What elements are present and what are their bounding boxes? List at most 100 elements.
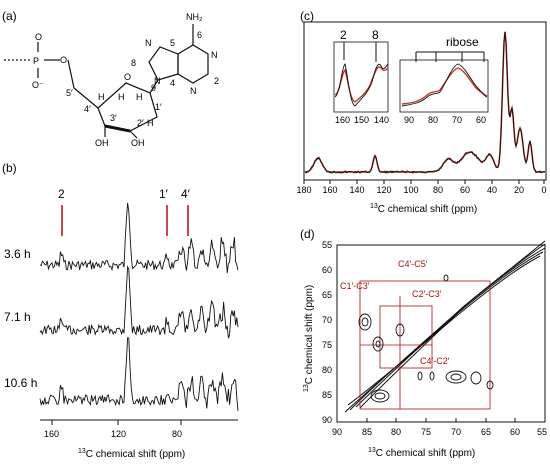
marker-4p-label: 4′ — [181, 187, 191, 201]
experimental-trace — [304, 31, 546, 175]
panel-c-tick-labels: 180 160 140 120 100 80 60 40 20 0 — [296, 185, 546, 195]
panel-d-ytick-labels: 55 60 65 70 75 80 85 90 — [322, 240, 332, 425]
bond-o-c5 — [67, 59, 75, 89]
atom-4p-label: 4′ — [84, 104, 91, 114]
inset-left-sim — [334, 66, 389, 103]
inset-right-tick-60: 60 — [476, 115, 486, 125]
oh-2p-label: OH — [131, 138, 145, 148]
panel-c: (c) 2 8 160 150 140 ribose 90 80 70 60 — [296, 9, 546, 215]
panel-d-xtick-55: 55 — [537, 427, 547, 437]
panel-d-xtick-60: 60 — [510, 427, 520, 437]
time-label-7-1h: 7.1 h — [4, 310, 31, 324]
crosspeak-contours — [358, 274, 494, 403]
panel-d-ytick-60: 60 — [322, 265, 332, 275]
double-o-label: O — [35, 32, 42, 42]
h-4p-label: H — [98, 92, 105, 102]
n9-label: N — [154, 76, 161, 86]
panel-c-xtick-160: 160 — [322, 185, 337, 195]
panel-d-xtick-65: 65 — [481, 427, 491, 437]
panel-b-xtick-120: 120 — [111, 429, 126, 439]
pyrimidine-ring — [177, 44, 209, 84]
panel-d-xlabel: 13C chemical shift (ppm) — [368, 447, 475, 459]
oh-3p-label: OH — [95, 138, 109, 148]
n3-label: N — [190, 86, 197, 96]
atom-3p-label: 3′ — [110, 113, 117, 123]
panel-c-xtick-80: 80 — [433, 185, 443, 195]
nucleotide-structure — [4, 24, 209, 139]
panel-d-frame — [336, 244, 546, 423]
panel-d-xlabel-sup: 13 — [368, 447, 376, 454]
panel-b-xtick-160: 160 — [44, 429, 59, 439]
phosphorus-label: P — [33, 56, 39, 66]
panel-d-xtick-75: 75 — [421, 427, 431, 437]
spectrum-trace-7-1h — [39, 265, 239, 339]
time-label-3-6h: 3.6 h — [4, 247, 31, 261]
panel-d-ytick-65: 65 — [322, 290, 332, 300]
nh2-label: NH₂ — [186, 12, 203, 22]
atom-2-label: 2 — [214, 76, 219, 86]
crosspeak-c1-c3: C1′-C3′ — [340, 281, 370, 291]
h-3p-label: H — [118, 92, 125, 102]
diagonal-contours — [344, 240, 546, 413]
inset-left-tick-150: 150 — [354, 115, 369, 125]
marker-1p-label: 1′ — [159, 187, 169, 201]
panel-c-xtick-120: 120 — [376, 185, 391, 195]
panel-a: (a) NH₂ 6 5 4 8 9 N — [2, 9, 219, 148]
atom-5-label: 5 — [170, 38, 175, 48]
ribose-bold-edge — [104, 124, 131, 133]
panel-d: (d) C4′-C — [300, 227, 547, 459]
panel-b-ticks — [51, 420, 182, 425]
panel-b: (b) 2 1′ 4′ 3.6 h 7.1 h 10.6 h 160 120 8… — [2, 161, 239, 460]
crosspeak-boxes — [359, 280, 491, 410]
panel-d-xtick-85: 85 — [362, 427, 372, 437]
inset-left-label-8: 8 — [372, 28, 379, 42]
panel-c-xtick-0: 0 — [541, 185, 546, 195]
n1-label: N — [211, 50, 218, 60]
panel-d-ytick-70: 70 — [322, 315, 332, 325]
atom-4-label: 4 — [170, 78, 175, 88]
h-2p-label: H — [136, 92, 143, 102]
panel-d-xlabel-text: C chemical shift (ppm) — [376, 448, 475, 459]
h-1p-label: H — [147, 118, 154, 128]
panel-d-ytick-90: 90 — [322, 415, 332, 425]
panel-d-label: (d) — [300, 227, 315, 241]
atom-8-label: 8 — [131, 58, 136, 68]
panel-d-ytick-85: 85 — [322, 390, 332, 400]
panel-c-xtick-40: 40 — [487, 185, 497, 195]
inset-right-tick-70: 70 — [452, 115, 462, 125]
inset-right-tick-80: 80 — [428, 115, 438, 125]
panel-c-xtick-20: 20 — [514, 185, 524, 195]
crosspeak-c2-c3: C2′-C3′ — [412, 289, 442, 299]
panel-c-xtick-100: 100 — [403, 185, 418, 195]
panel-d-xtick-70: 70 — [451, 427, 461, 437]
inset-left-label-2: 2 — [340, 28, 347, 42]
panel-d-xtick-labels: 90 85 80 75 70 65 60 55 — [332, 427, 547, 437]
panel-b-label: (b) — [2, 161, 17, 175]
panel-d-ylabel-sup: 13 — [303, 384, 310, 392]
panel-c-xlabel-text: C chemical shift (ppm) — [378, 204, 477, 215]
o-minus-label: O⁻ — [32, 80, 44, 90]
panel-d-ticks — [366, 418, 516, 422]
panel-c-frame — [303, 21, 547, 181]
panel-d-xtick-90: 90 — [332, 427, 342, 437]
spectrum-trace-10-6h — [39, 337, 239, 412]
panel-c-ticks — [303, 180, 545, 184]
panel-c-xlabel: 13C chemical shift (ppm) — [370, 203, 477, 215]
inset-left-tick-140: 140 — [374, 115, 389, 125]
panel-a-label: (a) — [2, 9, 17, 23]
atom-2p-label: 2′ — [137, 118, 144, 128]
crosspeak-c4-c2: C4′-C2′ — [420, 356, 450, 366]
crosspeak-c4-c5: C4′-C5′ — [398, 259, 428, 269]
inset-right-tick-90: 90 — [404, 115, 414, 125]
inset-left-tick-160: 160 — [335, 115, 350, 125]
panel-c-xtick-60: 60 — [460, 185, 470, 195]
bond-c2-oh — [129, 130, 138, 139]
panel-c-xtick-140: 140 — [349, 185, 364, 195]
inset-right-label: ribose — [446, 35, 479, 49]
time-label-10-6h: 10.6 h — [4, 376, 37, 390]
panel-c-xtick-180: 180 — [296, 185, 311, 195]
ribose-bracket — [415, 51, 485, 62]
panel-b-xlabel-sup: 13 — [78, 448, 86, 455]
panel-b-xlabel: 13C chemical shift (ppm) — [78, 448, 185, 460]
